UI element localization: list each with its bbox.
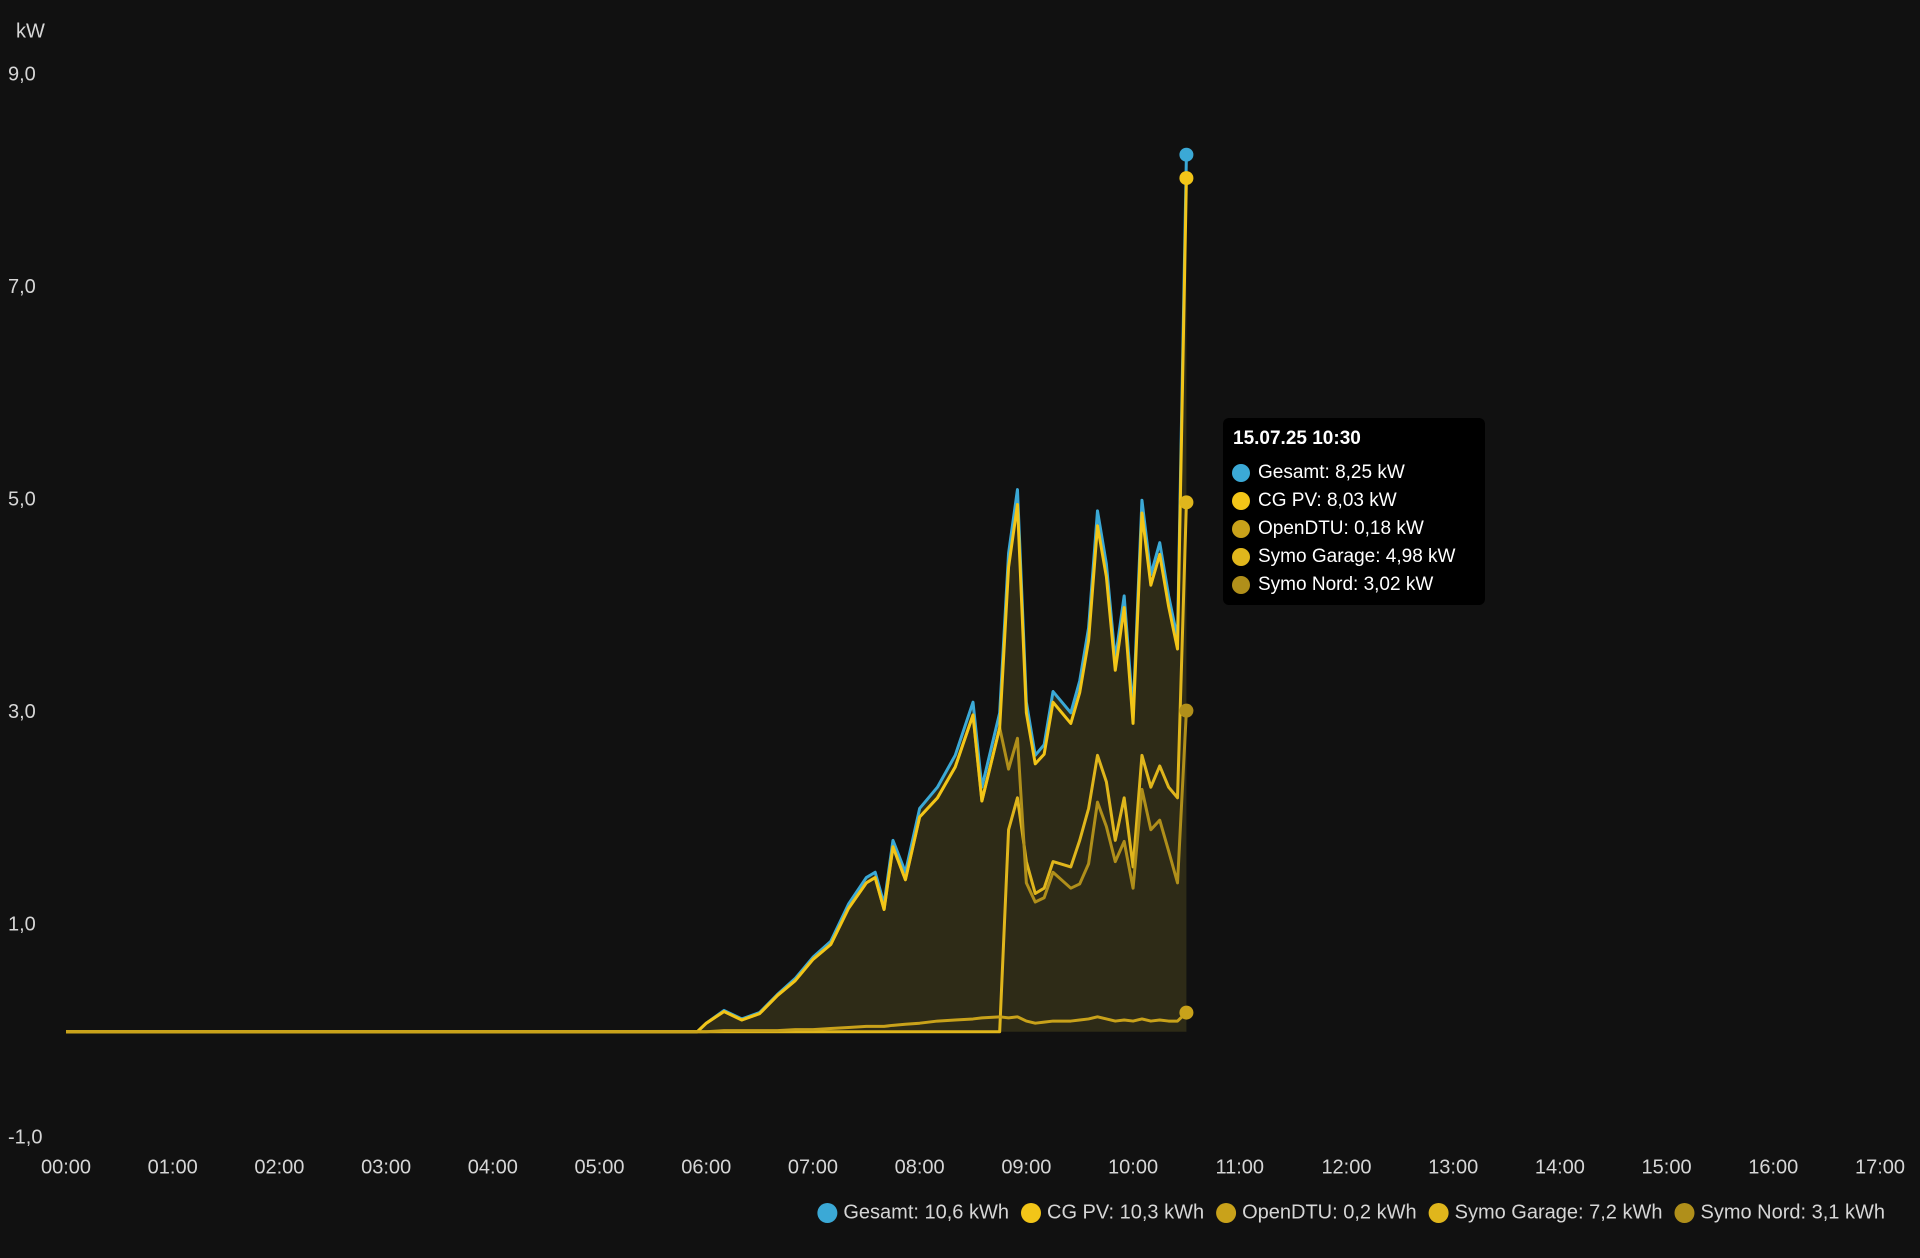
legend-swatch: [1216, 1203, 1237, 1223]
legend-swatch: [817, 1203, 838, 1223]
tooltip-swatch: [1232, 464, 1250, 482]
tooltip-box: [1223, 418, 1485, 605]
legend-label: CG PV: 10,3 kWh: [1047, 1201, 1204, 1223]
x-tick-label: 07:00: [788, 1156, 838, 1178]
x-tick-label: 06:00: [681, 1156, 731, 1178]
point-marker: [1179, 703, 1194, 718]
x-tick-label: 13:00: [1428, 1156, 1478, 1178]
tooltip-item: OpenDTU: 0,18 kW: [1258, 518, 1424, 539]
legend-swatch: [1428, 1203, 1449, 1223]
y-tick-label: 7,0: [8, 276, 36, 298]
x-tick-label: 01:00: [148, 1156, 198, 1178]
x-tick-label: 14:00: [1535, 1156, 1585, 1178]
tooltip-item: Gesamt: 8,25 kW: [1258, 462, 1405, 483]
point-marker: [1179, 171, 1194, 186]
tooltip-item: Symo Nord: 3,02 kW: [1258, 574, 1433, 595]
series-line: [66, 1011, 1188, 1034]
x-tick-label: 05:00: [574, 1156, 624, 1178]
y-tick-label: 1,0: [8, 914, 36, 936]
legend-swatch: [1021, 1203, 1041, 1223]
tooltip-swatch: [1232, 520, 1250, 538]
y-tick-label: 3,0: [8, 701, 36, 723]
x-tick-label: 11:00: [1215, 1156, 1264, 1178]
x-tick-label: 03:00: [361, 1156, 411, 1178]
point-marker: [1179, 147, 1194, 162]
y-tick-label: 9,0: [8, 63, 36, 85]
x-tick-label: 10:00: [1108, 1156, 1158, 1178]
x-tick-label: 08:00: [895, 1156, 945, 1178]
point-marker: [1179, 495, 1194, 510]
x-tick-label: 02:00: [254, 1156, 304, 1178]
y-tick-label: 5,0: [8, 488, 36, 510]
tooltip-swatch: [1232, 548, 1250, 566]
x-tick-label: 09:00: [1001, 1156, 1051, 1178]
tooltip-title: 15.07.25 10:30: [1233, 428, 1361, 449]
series-area: [66, 154, 1187, 1032]
legend-label: Gesamt: 10,6 kWh: [843, 1201, 1009, 1223]
tooltip-item: CG PV: 8,03 kW: [1258, 490, 1397, 511]
x-tick-label: 15:00: [1642, 1156, 1692, 1178]
x-tick-label: 17:00: [1855, 1156, 1905, 1178]
legend-label: Symo Garage: 7,2 kWh: [1455, 1201, 1663, 1223]
legend-swatch: [1674, 1203, 1695, 1223]
series-line: [66, 502, 1188, 1034]
x-tick-label: 16:00: [1748, 1156, 1798, 1178]
x-tick-label: 12:00: [1321, 1156, 1371, 1178]
y-tick-label: -1,0: [8, 1126, 42, 1148]
tooltip-swatch: [1232, 576, 1250, 594]
tooltip-swatch: [1232, 492, 1250, 510]
tooltip-item: Symo Garage: 4,98 kW: [1258, 546, 1456, 567]
series-line: [66, 178, 1188, 1034]
point-marker: [1179, 1005, 1194, 1020]
x-tick-label: 04:00: [468, 1156, 518, 1178]
legend-label: OpenDTU: 0,2 kWh: [1242, 1201, 1417, 1223]
y-axis-label: kW: [16, 20, 45, 42]
legend-label: Symo Nord: 3,1 kWh: [1700, 1201, 1885, 1223]
tooltip: 15.07.25 10:30 Gesamt: 8,25 kW CG PV: 8,03…: [1223, 418, 1485, 605]
x-tick-label: 00:00: [41, 1156, 91, 1178]
